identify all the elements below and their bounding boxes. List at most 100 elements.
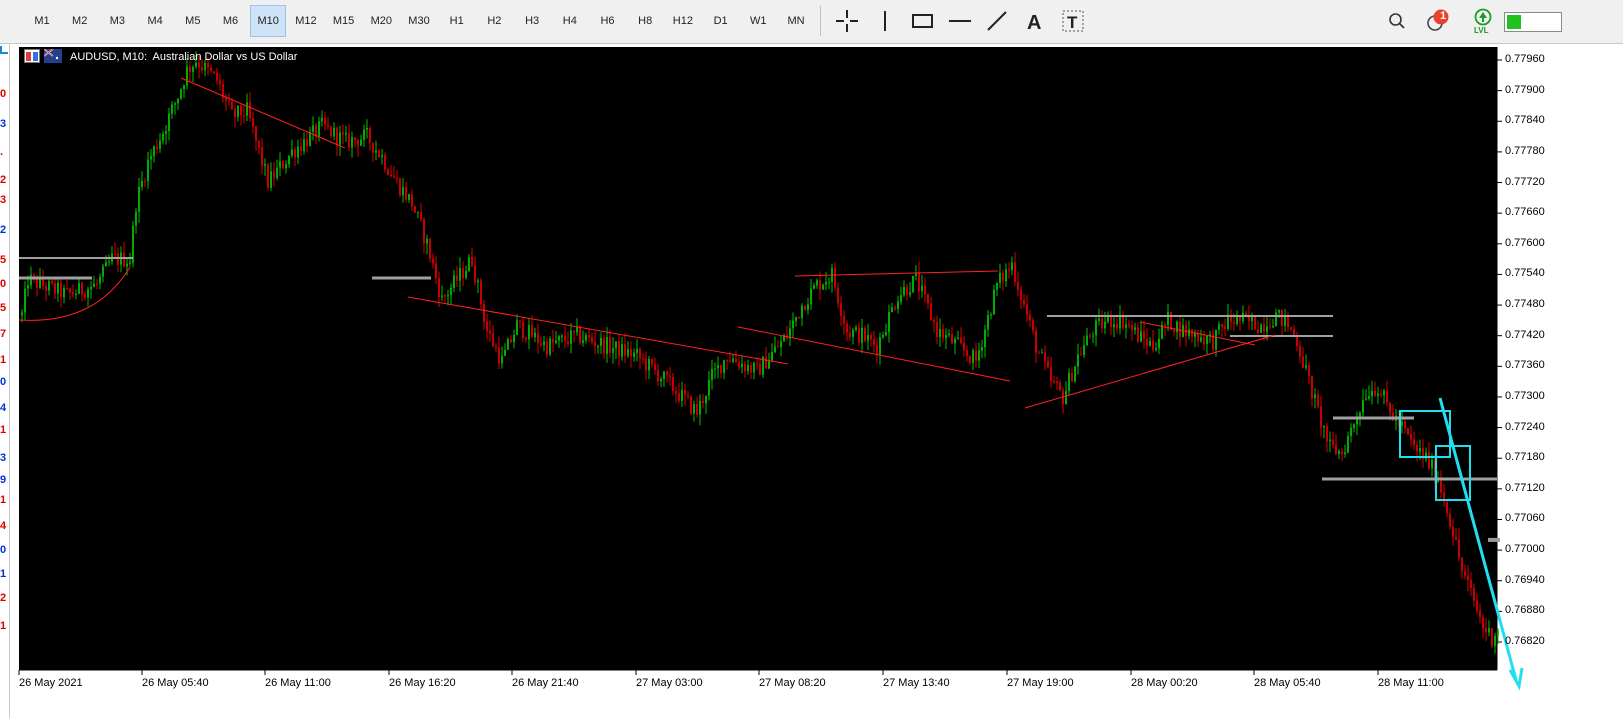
candle-body <box>930 303 932 321</box>
timeframe-m6-button[interactable]: M6 <box>222 15 239 27</box>
timeframe-h1-button[interactable]: H1 <box>449 15 464 27</box>
time-label: 26 May 05:40 <box>142 677 209 689</box>
timeframe-h3-button[interactable]: H3 <box>525 15 540 27</box>
chart-canvas[interactable] <box>10 44 1623 718</box>
connection-status-fill <box>1507 15 1521 29</box>
candle-body <box>813 285 815 289</box>
candle-body <box>780 341 782 347</box>
candle-body <box>594 341 596 347</box>
candle-body <box>279 161 281 168</box>
notifications-icon[interactable]: 1 <box>1422 5 1456 37</box>
timeframe-m10-button[interactable]: M10 <box>250 5 287 37</box>
candle-body <box>903 286 905 296</box>
horizontal-line-icon[interactable] <box>943 5 977 37</box>
candle-body <box>819 280 821 290</box>
candle-body <box>432 258 434 264</box>
crosshair-icon[interactable] <box>830 5 864 37</box>
time-label: 26 May 16:20 <box>389 677 456 689</box>
left-strip-char: 4 <box>0 520 7 532</box>
candle-body <box>1368 396 1370 399</box>
text-label-icon[interactable]: T <box>1056 5 1090 37</box>
search-icon[interactable] <box>1380 5 1414 37</box>
timeframe-h6-button[interactable]: H6 <box>600 15 615 27</box>
candle-body <box>1347 436 1349 453</box>
candle-body <box>162 133 164 141</box>
timeframe-m4-button[interactable]: M4 <box>147 15 163 27</box>
candle-body <box>1104 321 1106 329</box>
candle-body <box>1143 331 1145 339</box>
candle-body <box>888 312 890 333</box>
candle-body <box>918 272 920 292</box>
timeframe-h2-button[interactable]: H2 <box>487 15 502 27</box>
candle-body <box>1026 304 1028 315</box>
candle-body <box>1476 600 1478 611</box>
candle-body <box>1182 325 1184 338</box>
left-strip-char: 4 <box>0 402 7 414</box>
candle-body <box>1164 324 1166 326</box>
candle-body <box>873 339 875 345</box>
timeframe-d1-button[interactable]: D1 <box>713 15 728 27</box>
candle-body <box>351 137 353 148</box>
candle-body <box>378 150 380 158</box>
candle-body <box>297 146 299 158</box>
candle-body <box>852 329 854 337</box>
timeframe-m15-button[interactable]: M15 <box>332 15 355 27</box>
candle-body <box>1050 367 1052 381</box>
candle-body <box>1419 448 1421 452</box>
candle-body <box>591 337 593 342</box>
timeframe-m2-button[interactable]: M2 <box>72 15 88 27</box>
candle-body <box>1080 354 1082 356</box>
candle-body <box>1266 326 1268 332</box>
chart-window[interactable] <box>10 44 1623 718</box>
timeframe-w1-button[interactable]: W1 <box>750 15 767 27</box>
candle-body <box>639 349 641 359</box>
candle-body <box>618 341 620 357</box>
timeframe-m30-button[interactable]: M30 <box>408 15 430 27</box>
candle-body <box>1452 526 1454 537</box>
trendline-icon[interactable] <box>980 5 1014 37</box>
candle-body <box>264 164 266 166</box>
candle-body <box>243 115 245 117</box>
timeframe-m3-button[interactable]: M3 <box>109 15 126 27</box>
candle-body <box>858 327 860 343</box>
candle-body <box>1350 427 1352 437</box>
timeframe-m1-button[interactable]: M1 <box>34 15 50 27</box>
candle-body <box>1053 380 1055 382</box>
candle-body <box>1239 315 1241 322</box>
candle-body <box>645 358 647 371</box>
rectangle-icon[interactable] <box>906 5 940 37</box>
candle-body <box>1089 335 1091 337</box>
candle-body <box>198 62 200 68</box>
timeframe-m20-button[interactable]: M20 <box>370 15 392 27</box>
candle-body <box>138 186 140 212</box>
candle-body <box>1128 324 1130 326</box>
candle-body <box>1320 406 1322 428</box>
candle-body <box>165 131 167 134</box>
price-label: 0.76820 <box>1505 635 1545 647</box>
timeframe-h8-button[interactable]: H8 <box>638 15 653 27</box>
candle-body <box>96 283 98 285</box>
left-strip-char: 2 <box>0 174 7 186</box>
candle-body <box>582 340 584 343</box>
timeframe-h12-button[interactable]: H12 <box>672 15 693 27</box>
candle-body <box>783 335 785 342</box>
candle-body <box>105 262 107 267</box>
lvl-icon[interactable]: LVL <box>1466 5 1500 37</box>
timeframe-h4-button[interactable]: H4 <box>562 15 577 27</box>
text-icon[interactable]: A <box>1018 5 1052 37</box>
timeframe-m12-button[interactable]: M12 <box>295 15 317 27</box>
forecast-arrow-head <box>1508 667 1524 691</box>
candle-body <box>579 326 581 343</box>
connection-status-bar[interactable] <box>1504 12 1562 32</box>
candle-body <box>921 285 923 292</box>
candle-body <box>408 193 410 200</box>
candle-body <box>891 307 893 313</box>
candle-body <box>1152 340 1154 350</box>
timeframe-mn-button[interactable]: MN <box>787 15 805 27</box>
candle-body <box>1185 325 1187 337</box>
vertical-line-icon[interactable] <box>868 5 902 37</box>
candle-body <box>306 139 308 146</box>
price-label: 0.77120 <box>1505 481 1545 494</box>
candle-body <box>681 390 683 401</box>
timeframe-m5-button[interactable]: M5 <box>185 15 201 27</box>
